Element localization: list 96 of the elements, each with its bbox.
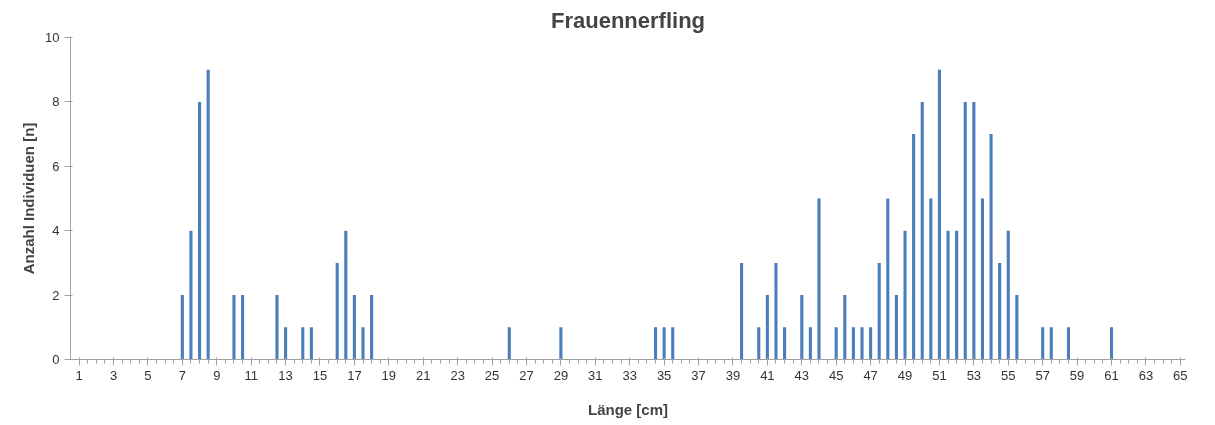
bar bbox=[843, 295, 847, 360]
bar bbox=[1109, 327, 1114, 360]
bar bbox=[998, 262, 1002, 360]
bar bbox=[507, 327, 511, 360]
x-tick-label: 17 bbox=[347, 367, 362, 383]
bar bbox=[662, 327, 666, 360]
bar bbox=[309, 327, 313, 360]
bar bbox=[800, 295, 804, 360]
bar bbox=[877, 262, 881, 360]
bar bbox=[232, 295, 236, 360]
x-tick-label: 41 bbox=[760, 367, 775, 383]
bar bbox=[1066, 327, 1071, 360]
bar bbox=[284, 327, 288, 360]
bar bbox=[903, 230, 907, 360]
y-tick-label: 8 bbox=[52, 94, 60, 110]
y-tick-label: 10 bbox=[45, 30, 60, 45]
x-tick-label: 5 bbox=[144, 367, 152, 383]
x-tick-label: 61 bbox=[1104, 367, 1119, 383]
x-tick-label: 15 bbox=[312, 367, 328, 383]
y-tick-label: 6 bbox=[52, 158, 60, 174]
bar bbox=[206, 69, 210, 360]
bar bbox=[1006, 230, 1010, 360]
bar bbox=[946, 230, 950, 360]
x-tick-label: 11 bbox=[244, 367, 258, 383]
bar bbox=[783, 327, 787, 360]
x-tick-label: 33 bbox=[622, 367, 637, 383]
x-tick-label: 55 bbox=[1001, 367, 1016, 383]
x-tick-label: 1 bbox=[75, 367, 83, 383]
x-tick-label: 53 bbox=[966, 367, 982, 383]
bar bbox=[980, 198, 985, 360]
x-tick-label: 21 bbox=[416, 367, 431, 383]
bar bbox=[937, 69, 941, 360]
x-tick-label: 27 bbox=[519, 367, 534, 383]
x-tick-label: 9 bbox=[213, 367, 221, 383]
bar bbox=[963, 101, 967, 360]
bar bbox=[912, 134, 916, 360]
x-tick-label: 39 bbox=[725, 367, 741, 383]
bar bbox=[361, 327, 365, 360]
bar bbox=[301, 327, 305, 360]
x-tick-label: 47 bbox=[863, 367, 878, 383]
bar bbox=[370, 295, 374, 360]
bar bbox=[653, 327, 658, 360]
x-tick-label: 13 bbox=[278, 367, 293, 383]
bar bbox=[275, 295, 279, 360]
y-tick-label: 4 bbox=[52, 223, 60, 239]
x-tick-label: 57 bbox=[1035, 367, 1050, 383]
bar bbox=[860, 327, 864, 360]
x-tick-label: 37 bbox=[691, 367, 706, 383]
x-tick-label: 31 bbox=[588, 367, 603, 383]
x-tick-label: 63 bbox=[1138, 367, 1154, 383]
bar bbox=[834, 327, 838, 360]
bar bbox=[808, 327, 812, 360]
bar bbox=[1041, 327, 1045, 360]
x-tick-label: 19 bbox=[381, 367, 397, 383]
bar bbox=[955, 230, 959, 360]
bar bbox=[757, 327, 761, 360]
bar bbox=[352, 295, 356, 360]
bar bbox=[189, 230, 193, 360]
x-tick-label: 65 bbox=[1173, 367, 1188, 383]
chart-title: Frauennerfling bbox=[550, 7, 706, 33]
bar bbox=[180, 295, 184, 360]
bar bbox=[671, 327, 675, 360]
bar bbox=[1015, 295, 1019, 360]
bar bbox=[740, 262, 744, 360]
y-axis-title: Anzahl Individuen [n] bbox=[20, 122, 38, 275]
y-tick-label: 2 bbox=[52, 287, 60, 303]
bar bbox=[894, 295, 898, 360]
bar bbox=[335, 262, 339, 360]
bar bbox=[559, 327, 563, 360]
bar bbox=[198, 101, 202, 360]
x-tick-label: 43 bbox=[794, 367, 810, 383]
bar bbox=[817, 198, 821, 360]
x-tick-label: 7 bbox=[178, 367, 186, 383]
bar bbox=[774, 262, 778, 360]
y-tick-label: 0 bbox=[52, 352, 60, 367]
x-tick-label: 45 bbox=[828, 367, 844, 383]
x-tick-label: 23 bbox=[450, 367, 465, 383]
bar bbox=[1049, 327, 1053, 360]
x-tick-label: 35 bbox=[656, 367, 672, 383]
bar bbox=[851, 327, 855, 360]
bar bbox=[869, 327, 873, 360]
x-tick-label: 51 bbox=[932, 367, 947, 383]
x-tick-label: 3 bbox=[109, 367, 118, 383]
bar bbox=[886, 198, 890, 360]
x-axis-title: Länge [cm] bbox=[588, 400, 669, 418]
x-tick-label: 29 bbox=[553, 367, 569, 383]
x-tick-label: 49 bbox=[897, 367, 913, 383]
x-tick-label: 25 bbox=[484, 367, 500, 383]
bar bbox=[241, 295, 245, 360]
bar bbox=[344, 230, 348, 360]
bar bbox=[989, 134, 993, 360]
bar bbox=[920, 101, 924, 360]
x-tick-label: 59 bbox=[1069, 367, 1085, 383]
bar bbox=[929, 198, 933, 360]
bar bbox=[765, 295, 769, 360]
bar bbox=[972, 101, 976, 360]
